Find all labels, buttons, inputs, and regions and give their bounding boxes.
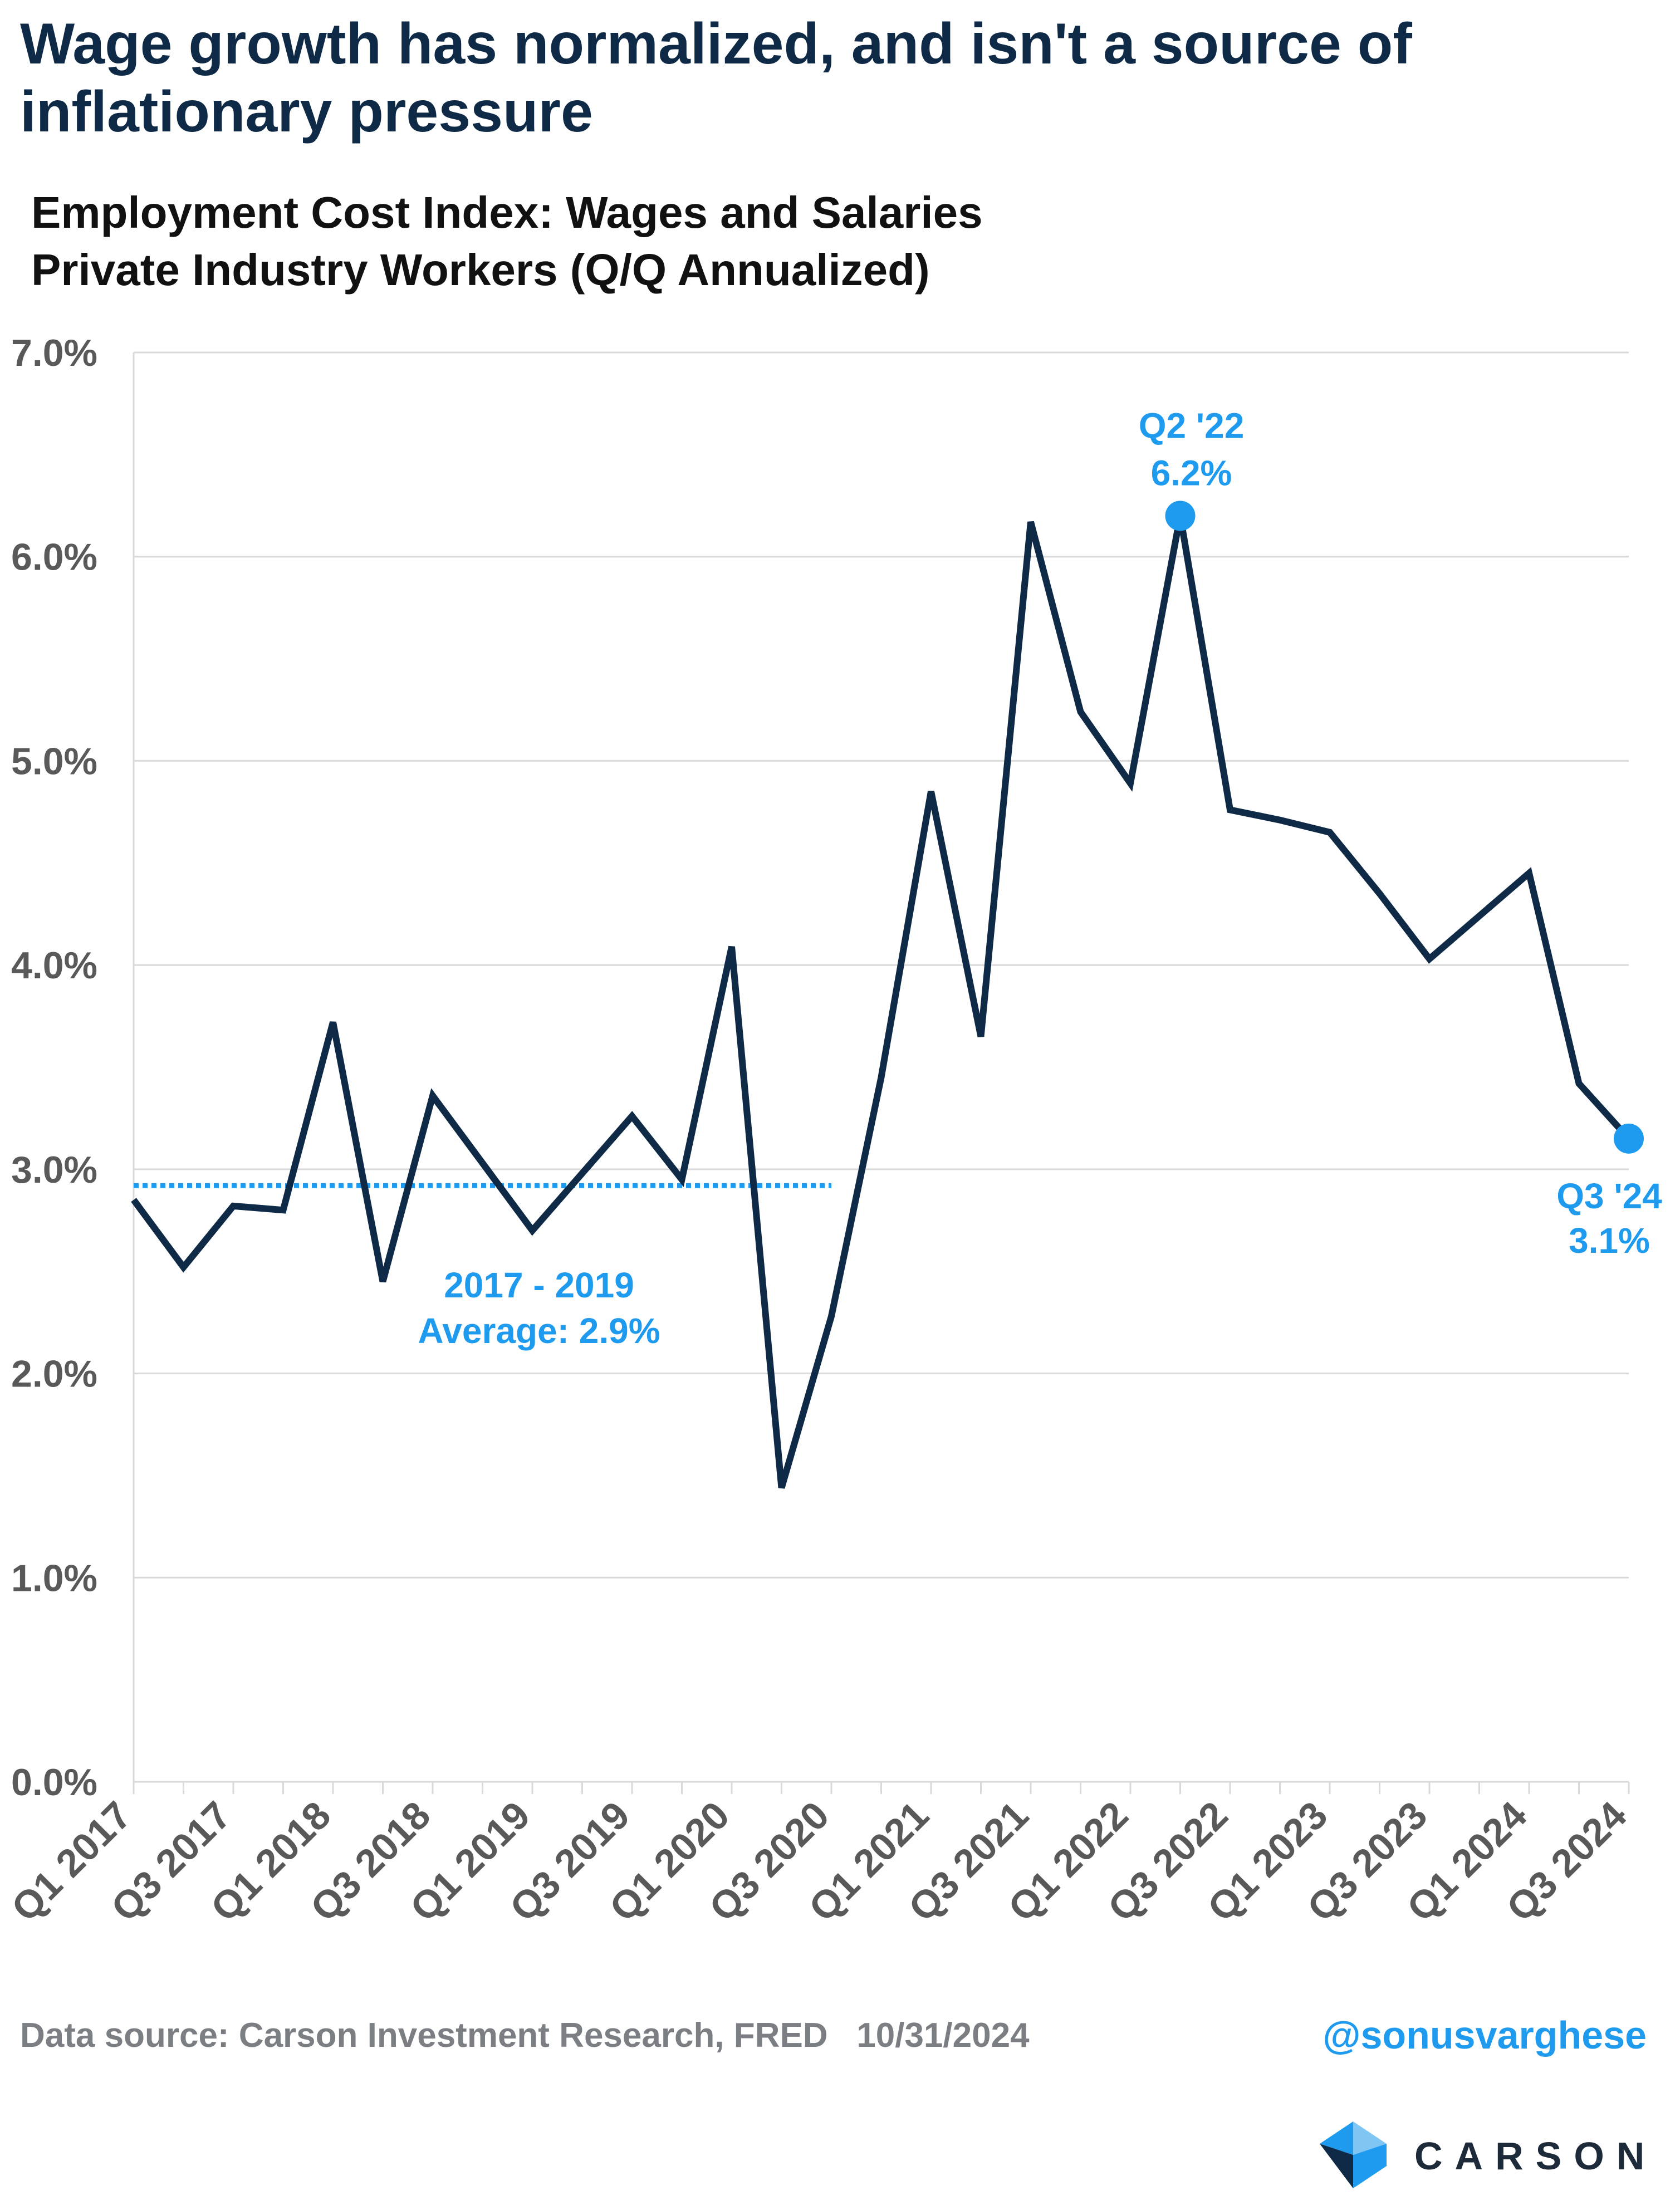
chart-subtitle: Employment Cost Index: Wages and Salarie…: [31, 184, 1423, 298]
y-tick-label: 4.0%: [11, 944, 97, 987]
subtitle-line-2: Private Industry Workers (Q/Q Annualized…: [31, 245, 930, 295]
annotation-label-line-1: Q2 '22: [1139, 405, 1245, 445]
annotation-label-line-2: 3.1%: [1569, 1221, 1650, 1261]
average-label-line-2: Average: 2.9%: [418, 1311, 660, 1351]
y-tick-label: 5.0%: [11, 740, 97, 782]
highlight-marker: [1165, 501, 1196, 531]
author-handle[interactable]: @sonusvarghese: [1323, 2013, 1647, 2057]
annotation-label-line-1: Q3 '24: [1556, 1176, 1662, 1216]
title-line: Wage growth has normalized, and isn't a …: [20, 12, 1412, 144]
data-source-note: Data source: Carson Investment Research,…: [20, 2016, 1030, 2055]
highlight-marker: [1614, 1123, 1644, 1154]
carson-logo: CARSON: [1320, 2121, 1654, 2188]
subtitle-line-1: Employment Cost Index: Wages and Salarie…: [31, 188, 983, 237]
y-tick-label: 0.0%: [11, 1761, 97, 1804]
average-line-group: 2017 - 2019 Average: 2.9%: [134, 1183, 831, 1351]
series-line: [131, 515, 1632, 1489]
y-tick-label: 2.0%: [11, 1353, 97, 1395]
annotations: Q2 '22 6.2% Q3 '24 3.1%: [1139, 405, 1662, 1260]
chart-title: Wage growth has normalized, and isn't a …: [20, 10, 1646, 146]
series-group: [131, 515, 1632, 1489]
line-chart: 0.0% 1.0% 2.0% 3.0% 4.0% 5.0% 6.0% 7.0% Q1 2017…: [3, 332, 1663, 1930]
y-tick-label: 6.0%: [11, 536, 97, 579]
carson-logo-mark-icon: [1320, 2121, 1387, 2188]
y-tick-label: 7.0%: [11, 332, 97, 374]
logo-text: CARSON: [1414, 2134, 1657, 2178]
y-axis-ticks: 0.0% 1.0% 2.0% 3.0% 4.0% 5.0% 6.0% 7.0%: [11, 332, 97, 1804]
annotation-label-line-2: 6.2%: [1151, 453, 1232, 493]
y-tick-label: 3.0%: [11, 1149, 97, 1191]
y-tick-label: 1.0%: [11, 1557, 97, 1599]
average-label-line-1: 2017 - 2019: [444, 1265, 634, 1305]
